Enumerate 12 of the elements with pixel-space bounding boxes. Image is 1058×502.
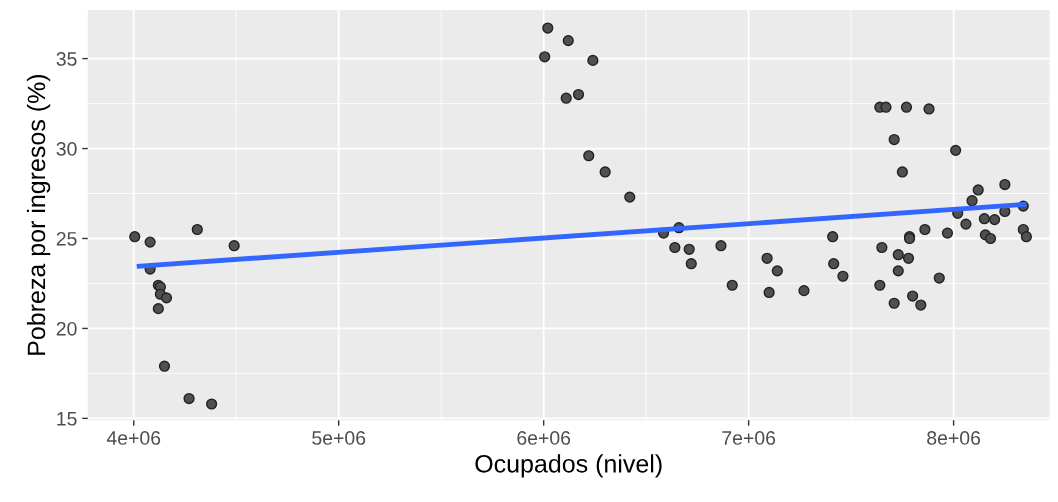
y-tick-label: 25: [56, 231, 77, 246]
x-tick-label: 4e+06: [106, 431, 161, 445]
y-tick-label: 20: [56, 321, 77, 336]
y-tick-label: 15: [57, 412, 77, 426]
x-tick-label: 7e+06: [722, 431, 776, 445]
x-tick-label: 6e+06: [517, 431, 571, 445]
y-tick-label: 30: [56, 142, 77, 156]
x-tick-label: 8e+06: [927, 431, 981, 445]
x-axis-title: Ocupados (nivel): [475, 454, 662, 478]
y-axis-title: Pobreza por ingresos (%): [26, 74, 51, 355]
y-tick-label: 35: [56, 52, 77, 66]
x-tick-label: 5e+06: [312, 431, 366, 445]
